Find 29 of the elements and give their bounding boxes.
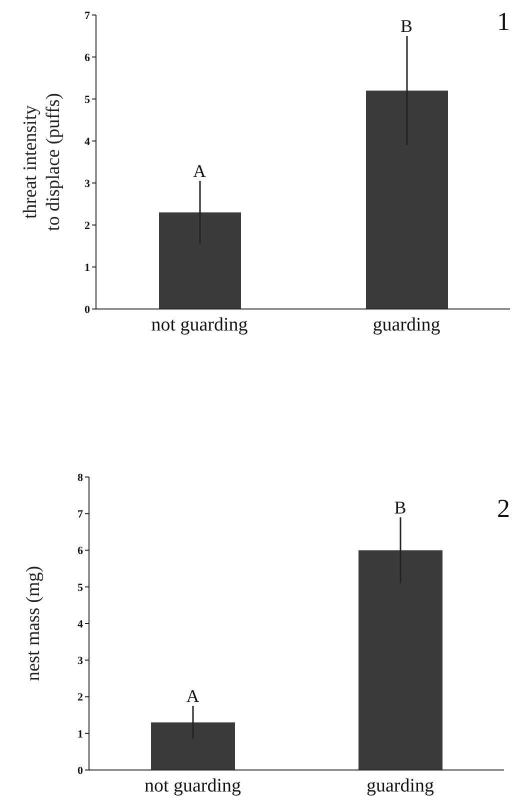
annotation: A xyxy=(186,686,200,706)
annotation: A xyxy=(193,160,206,181)
x-tick-label: not guarding xyxy=(151,314,248,336)
y-tick-label: 4 xyxy=(78,618,84,630)
y-tick-label: 7 xyxy=(84,10,90,22)
y-axis-title: threat intensity to displace (puffs) xyxy=(20,93,64,231)
y-tick-label: 0 xyxy=(78,764,84,777)
x-tick-label: not guarding xyxy=(144,775,242,796)
y-tick-label: 5 xyxy=(78,582,84,594)
x-tick-label: guarding xyxy=(372,314,441,336)
y-tick-label: 2 xyxy=(84,220,90,232)
annotation: B xyxy=(400,16,413,36)
y-tick-label: 1 xyxy=(84,262,90,274)
y-tick-label: 2 xyxy=(78,692,84,704)
annotation: B xyxy=(394,497,406,518)
y-tick-label: 6 xyxy=(84,52,90,64)
y-tick-label: 6 xyxy=(78,545,84,558)
y-axis-title: nest mass (mg) xyxy=(23,566,44,682)
annotation: 2 xyxy=(497,494,510,524)
y-tick-label: 8 xyxy=(78,472,84,484)
x-tick-label: guarding xyxy=(366,775,435,796)
annotation: 1 xyxy=(497,7,510,37)
y-tick-label: 4 xyxy=(84,136,90,148)
y-tick-label: 0 xyxy=(84,304,90,316)
y-tick-label: 3 xyxy=(78,655,84,668)
y-tick-label: 5 xyxy=(84,94,90,106)
y-tick-label: 7 xyxy=(78,508,84,521)
y-tick-label: 1 xyxy=(78,728,83,740)
y-tick-label: 3 xyxy=(84,178,90,190)
